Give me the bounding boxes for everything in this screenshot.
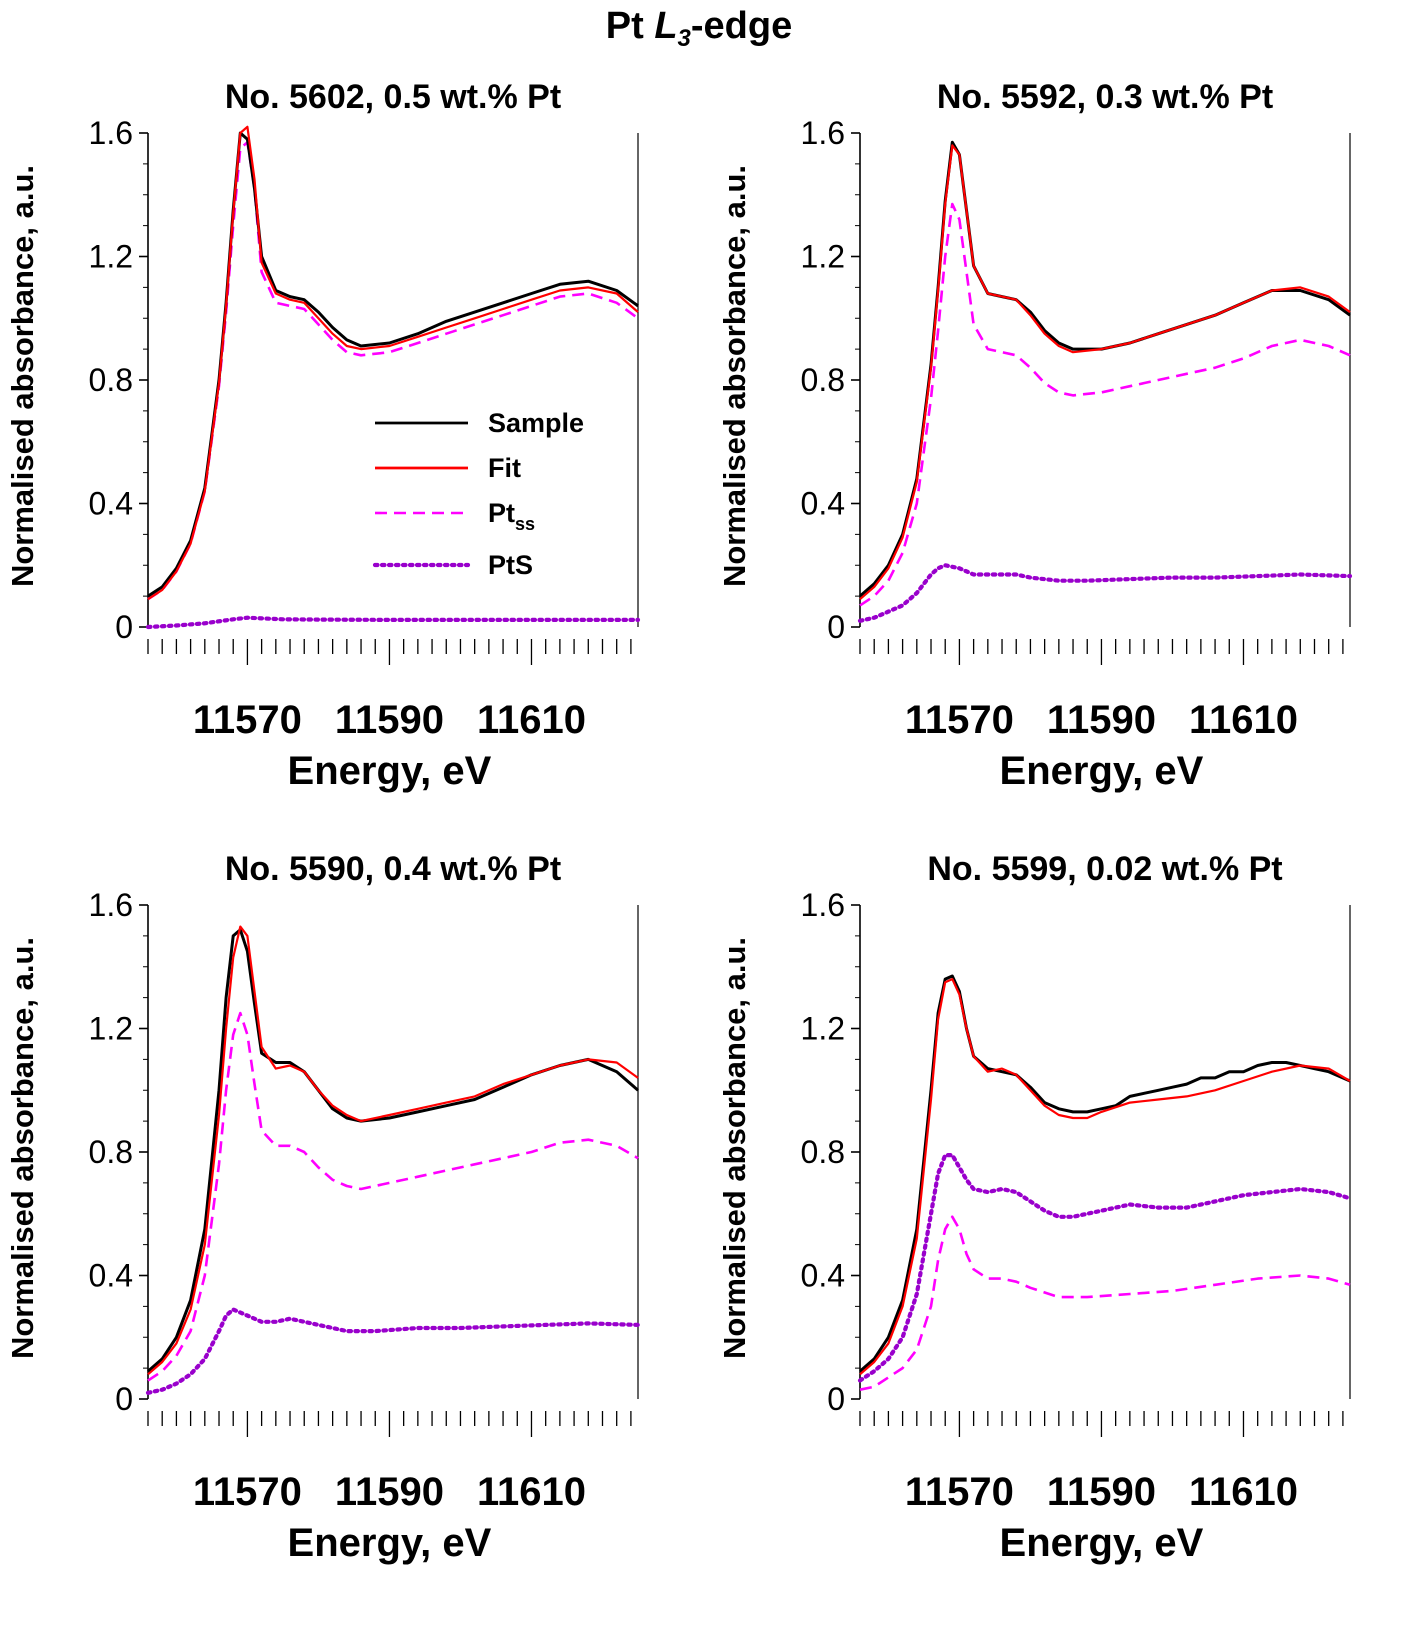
legend-label-sample: Sample [488,408,584,438]
x-axis-label: Energy, eV [1000,749,1204,793]
x-axis-label: Energy, eV [1000,1521,1204,1565]
series-line-fit [147,125,639,601]
series-line-sample [859,974,1351,1373]
y-tick-label: 1.2 [89,1011,133,1047]
x-tick-label: 11610 [477,1470,586,1514]
y-tick-label: 0 [115,609,133,645]
x-tick-label: 11610 [477,698,586,742]
y-tick-label: 0.8 [801,1134,845,1170]
series-line-fit [859,144,1351,601]
series-line-ptss [859,1215,1351,1391]
series-line-fit [859,977,1351,1376]
y-tick-label: 1.6 [89,115,133,151]
y-tick-label: 0.8 [801,362,845,398]
panel-title: No. 5592, 0.3 wt.% Pt [937,78,1273,116]
chart-panel-1: No. 5602, 0.5 wt.% Pt 0 0.4 0.8 1.2 1.6 11570 1… [5,78,641,793]
y-tick-label: 1.6 [801,887,845,923]
y-tick-label: 0 [827,1381,845,1417]
x-tick-label: 11590 [1047,1470,1156,1514]
y-tick-label: 0.4 [89,1258,133,1294]
legend-label-fit: Fit [488,453,521,483]
series-line-ptss [147,141,639,601]
y-axis-label: Normalised absorbance, a.u. [717,937,752,1359]
legend-label-ptss: Ptss [488,498,535,534]
x-tick-label: 11570 [193,1470,302,1514]
y-tick-label: 0 [115,1381,133,1417]
y-tick-label: 1.2 [801,1011,845,1047]
series-line-pts [857,563,1353,623]
x-axis-label: Energy, eV [288,1521,492,1565]
legend: Sample Fit Ptss PtS [372,408,584,580]
x-tick-label: 11570 [905,698,1014,742]
chart-panel-2: No. 5592, 0.3 wt.% Pt 0 0.4 0.8 1.2 1.6 11570 1… [717,78,1353,793]
series-line-pts [145,1307,641,1395]
x-tick-label: 11590 [1047,698,1156,742]
y-tick-label: 1.2 [89,239,133,275]
x-tick-label: 11590 [335,1470,444,1514]
y-tick-label: 0 [827,609,845,645]
y-tick-label: 0.4 [801,486,845,522]
y-axis-label: Normalised absorbance, a.u. [717,165,752,587]
panel-title: No. 5590, 0.4 wt.% Pt [225,850,561,888]
panel-title: No. 5599, 0.02 wt.% Pt [927,850,1282,888]
series-line-fit [147,925,639,1376]
chart-panel-3: No. 5590, 0.4 wt.% Pt 0 0.4 0.8 1.2 1.6 11570 1… [5,850,641,1565]
y-tick-label: 0.4 [801,1258,845,1294]
x-tick-label: 11610 [1189,698,1298,742]
panel-title: No. 5602, 0.5 wt.% Pt [225,78,561,116]
y-tick-label: 0.8 [89,362,133,398]
series-line-pts [145,615,641,630]
x-tick-label: 11570 [905,1470,1014,1514]
x-tick-label: 11610 [1189,1470,1298,1514]
y-axis-label: Normalised absorbance, a.u. [5,165,40,587]
series-line-ptss [147,1011,639,1382]
x-axis-label: Energy, eV [288,749,492,793]
series-line-pts [857,1152,1353,1383]
x-tick-label: 11570 [193,698,302,742]
y-tick-label: 0.4 [89,486,133,522]
y-tick-label: 1.2 [801,239,845,275]
x-tick-label: 11590 [335,698,444,742]
y-tick-label: 1.6 [801,115,845,151]
y-tick-label: 0.8 [89,1134,133,1170]
figure-title: Pt L3-edge [606,5,793,52]
chart-panel-4: No. 5599, 0.02 wt.% Pt 0 0.4 0.8 1.2 1.6 11570… [717,850,1353,1565]
y-axis-label: Normalised absorbance, a.u. [5,937,40,1359]
series-line-ptss [859,202,1351,607]
legend-label-pts: PtS [488,550,533,580]
y-tick-label: 1.6 [89,887,133,923]
